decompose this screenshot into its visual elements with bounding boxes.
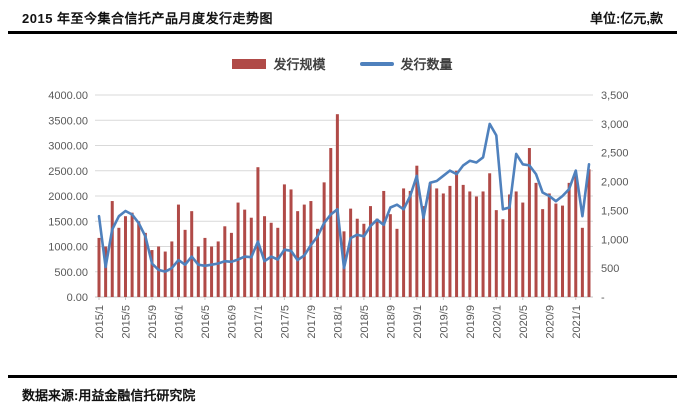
- svg-text:1,000: 1,000: [601, 234, 629, 246]
- svg-text:2500.00: 2500.00: [48, 166, 88, 178]
- left-axis-labels: 4000.00 3500.00 3000.00 2500.00 2000.00 1500.…: [48, 90, 88, 304]
- svg-text:3500.00: 3500.00: [48, 115, 88, 127]
- svg-text:3,000: 3,000: [601, 119, 629, 131]
- svg-text:500: 500: [601, 263, 619, 275]
- chart-title: 2015 年至今集合信托产品月度发行走势图: [22, 11, 274, 26]
- svg-text:4000.00: 4000.00: [48, 90, 88, 102]
- svg-text:2016/1: 2016/1: [173, 305, 185, 339]
- svg-text:2019/5: 2019/5: [438, 305, 450, 339]
- svg-text:2020/1: 2020/1: [491, 305, 503, 339]
- svg-text:1500.00: 1500.00: [48, 216, 88, 228]
- svg-text:2016/9: 2016/9: [226, 305, 238, 339]
- svg-text:2018/9: 2018/9: [385, 305, 397, 339]
- svg-text:2015/9: 2015/9: [147, 305, 159, 339]
- svg-text:-: -: [601, 292, 605, 304]
- svg-text:2016/5: 2016/5: [200, 305, 212, 339]
- svg-text:2018/1: 2018/1: [332, 305, 344, 339]
- svg-text:1,500: 1,500: [601, 205, 629, 217]
- svg-text:2015/5: 2015/5: [120, 305, 132, 339]
- svg-text:3000.00: 3000.00: [48, 141, 88, 153]
- legend-item-scale: 发行规模: [232, 54, 326, 73]
- svg-text:2017/9: 2017/9: [306, 305, 318, 339]
- svg-text:2,500: 2,500: [601, 148, 629, 160]
- footer-divider: [8, 375, 677, 378]
- unit-label: 单位:亿元,款: [590, 11, 663, 26]
- svg-text:3,500: 3,500: [601, 90, 629, 102]
- svg-text:2015/1: 2015/1: [94, 305, 106, 339]
- svg-text:2019/9: 2019/9: [465, 305, 477, 339]
- svg-text:0.00: 0.00: [67, 292, 88, 304]
- line-series: [97, 122, 591, 273]
- header-divider: [8, 31, 677, 34]
- svg-text:2017/1: 2017/1: [253, 305, 265, 339]
- chart-legend: 发行规模 发行数量: [0, 54, 685, 73]
- svg-text:2018/5: 2018/5: [359, 305, 371, 339]
- legend-label-count: 发行数量: [400, 57, 453, 72]
- svg-text:2019/1: 2019/1: [412, 305, 424, 339]
- bars-series: [97, 114, 591, 297]
- svg-text:2000.00: 2000.00: [48, 191, 88, 203]
- line-swatch-icon: [359, 61, 394, 66]
- svg-text:2017/5: 2017/5: [279, 305, 291, 339]
- legend-item-count: 发行数量: [359, 54, 453, 73]
- data-source: 数据来源:用益金融信托研究院: [22, 388, 196, 403]
- svg-text:2,000: 2,000: [601, 177, 629, 189]
- legend-label-scale: 发行规模: [273, 57, 326, 72]
- svg-text:2020/5: 2020/5: [518, 305, 530, 339]
- svg-text:1000.00: 1000.00: [48, 242, 88, 254]
- svg-text:2021/1: 2021/1: [571, 305, 583, 339]
- svg-text:2020/9: 2020/9: [544, 305, 556, 339]
- svg-text:500.00: 500.00: [54, 267, 88, 279]
- bar-swatch-icon: [232, 58, 267, 69]
- x-axis-labels: 2015/1 2015/5 2015/9 2016/1 2016/5 2016/9 2017…: [94, 297, 583, 339]
- chart-header: 2015 年至今集合信托产品月度发行走势图 单位:亿元,款: [22, 8, 663, 27]
- right-axis-labels: 3,500 3,000 2,500 2,000 1,500 1,000 500 -: [601, 90, 629, 304]
